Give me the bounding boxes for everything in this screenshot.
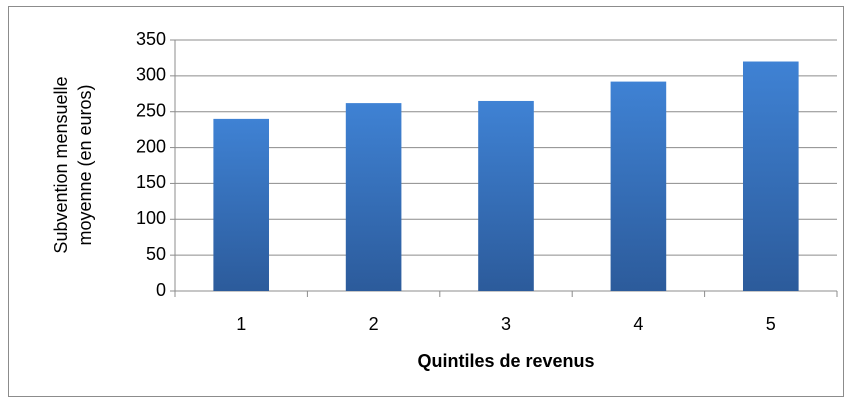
x-tick-label: 3: [501, 314, 511, 334]
y-tick-label: 150: [136, 172, 166, 192]
bar: [610, 81, 667, 291]
x-tick-label: 5: [766, 314, 776, 334]
bar: [478, 100, 534, 291]
chart-border: [8, 6, 844, 397]
x-axis-title: Quintiles de revenus: [417, 351, 594, 371]
bar: [742, 61, 799, 292]
y-tick-label: 50: [146, 244, 166, 264]
x-tick-label: 1: [236, 314, 246, 334]
x-tick-label: 2: [369, 314, 379, 334]
y-axis-title: Subvention mensuelle: [51, 76, 71, 253]
y-tick-label: 100: [136, 208, 166, 228]
x-tick-label: 4: [633, 314, 643, 334]
bar: [345, 103, 402, 291]
y-tick-label: 350: [136, 29, 166, 49]
y-tick-label: 250: [136, 100, 166, 120]
y-tick-label: 300: [136, 65, 166, 85]
y-tick-label: 200: [136, 136, 166, 156]
y-tick-label: 0: [156, 280, 166, 300]
y-axis-title: moyenne (en euros): [75, 84, 95, 245]
bar: [213, 118, 270, 291]
